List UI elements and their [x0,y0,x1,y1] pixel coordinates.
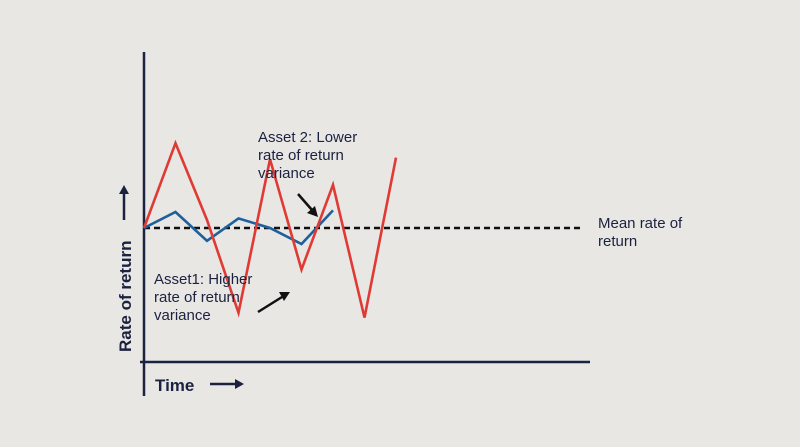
asset1-annotation-line1: Asset1: Higher [154,271,252,288]
asset1-series-line [142,139,398,318]
asset2-annotation-line3: variance [258,165,315,182]
y-axis-label: Rate of return [116,241,135,352]
mean-line-label-line1: Mean rate of [598,215,683,232]
asset2-annotation-line1: Asset 2: Lower [258,129,357,146]
asset2-series-line [143,209,334,246]
asset1-annotation-line2: rate of return [154,289,240,306]
x-axis-arrow [210,379,244,389]
asset1-annotation-line3: variance [154,307,211,324]
asset2-annotation-arrow [297,193,318,217]
series-layer [142,139,398,318]
asset1-annotation-arrow [257,292,290,314]
y-axis-arrow [119,185,129,220]
asset2-annotation-line2: rate of return [258,147,344,164]
mean-line-label-line2: return [598,233,637,250]
x-axis-label: Time [155,376,194,395]
